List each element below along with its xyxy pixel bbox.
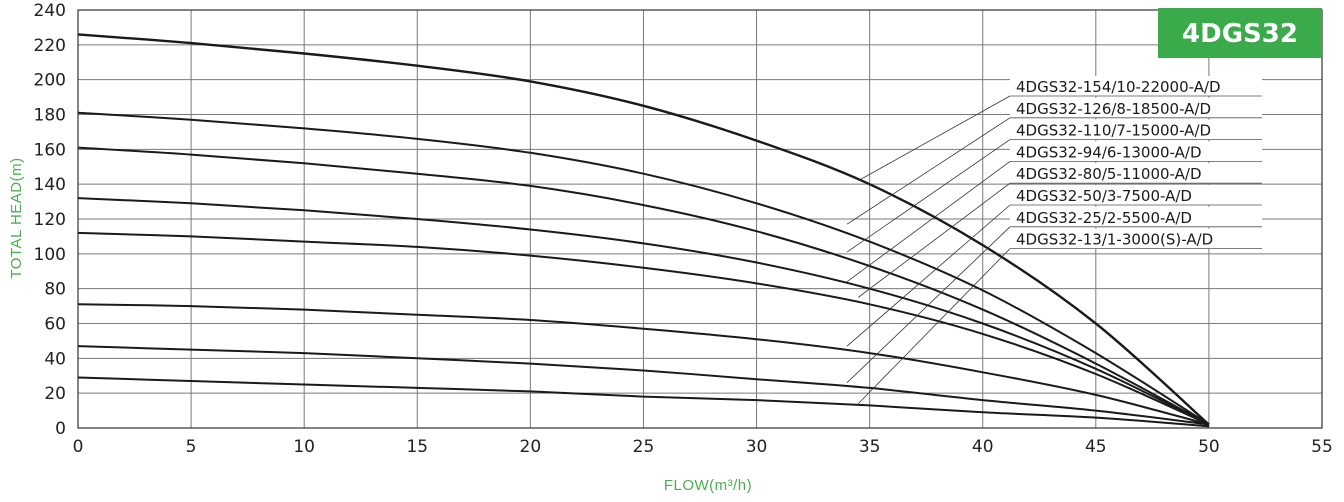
y-tick-label: 100 [34, 245, 66, 265]
x-axis-ticks: 0 5 10 15 20 25 30 35 40 45 50 55 [73, 437, 1333, 457]
legend-row-background [1010, 185, 1262, 205]
y-tick-label: 220 [34, 36, 66, 56]
x-tick-label: 10 [293, 437, 315, 457]
y-tick-label: 0 [55, 419, 66, 439]
leader-line-3 [846, 139, 1011, 253]
x-tick-label: 20 [520, 437, 542, 457]
y-tick-label: 200 [34, 71, 66, 91]
leader-line-7 [846, 226, 1011, 384]
y-tick-label: 180 [34, 106, 66, 126]
model-badge-background [1158, 8, 1322, 58]
curve-series-3 [77, 146, 1210, 426]
leader-line-6 [846, 204, 1011, 347]
curve-series-5 [77, 231, 1210, 426]
curve-series-4 [77, 197, 1210, 426]
model-badge-text: 4DGS32 [1182, 19, 1298, 49]
legend: 4DGS32-154/10-22000-A/D 4DGS32-126/8-1850… [1010, 76, 1262, 250]
x-tick-label: 35 [859, 437, 881, 457]
curve-series-8 [77, 376, 1209, 428]
curve-series-2 [77, 111, 1210, 426]
legend-label-5: 4DGS32-80/5-11000-A/D [1016, 165, 1202, 183]
legend-leader-lines [846, 95, 1011, 404]
leader-line-1 [858, 95, 1011, 182]
leader-line-4 [846, 161, 1011, 283]
x-tick-label: 40 [972, 437, 994, 457]
legend-label-2: 4DGS32-126/8-18500-A/D [1016, 100, 1211, 118]
legend-row-background [1010, 141, 1262, 162]
legend-label-4: 4DGS32-94/6-13000-A/D [1016, 143, 1202, 161]
y-tick-label: 160 [34, 140, 66, 160]
legend-label-3: 4DGS32-110/7-15000-A/D [1016, 122, 1211, 140]
y-axis-label: TOTAL HEAD(m) [8, 157, 25, 278]
x-tick-label: 15 [406, 437, 428, 457]
plot-border [77, 9, 1323, 429]
y-tick-label: 40 [44, 349, 66, 369]
x-tick-label: 0 [73, 437, 84, 457]
legend-row-background [1010, 228, 1262, 249]
y-tick-label: 240 [34, 1, 66, 21]
legend-label-7: 4DGS32-25/2-5500-A/D [1016, 209, 1192, 227]
legend-label-8: 4DGS32-13/1-3000(S)-A/D [1016, 231, 1213, 249]
legend-row-background [1010, 119, 1262, 140]
y-axis-ticks: 0 20 40 60 80 100 120 140 160 180 200 220 240 [34, 1, 66, 439]
leader-line-2 [846, 117, 1011, 225]
legend-row-background [1010, 97, 1262, 118]
leader-line-5 [858, 182, 1011, 298]
y-tick-label: 80 [44, 280, 66, 300]
x-tick-label: 45 [1085, 437, 1107, 457]
y-tick-label: 120 [34, 210, 66, 230]
legend-label-1: 4DGS32-154/10-22000-A/D [1016, 78, 1221, 96]
x-tick-label: 5 [186, 437, 197, 457]
x-tick-label: 50 [1198, 437, 1220, 457]
performance-curves [77, 33, 1210, 428]
legend-row-background [1010, 206, 1262, 227]
y-tick-label: 60 [44, 315, 66, 335]
x-tick-label: 30 [746, 437, 768, 457]
curve-series-1 [77, 33, 1210, 426]
legend-label-6: 4DGS32-50/3-7500-A/D [1016, 187, 1192, 205]
x-tick-label: 25 [633, 437, 655, 457]
x-tick-label: 55 [1311, 437, 1333, 457]
curve-series-6 [77, 303, 1210, 426]
x-axis-label: FLOW(m³/h) [664, 477, 752, 494]
y-tick-label: 140 [34, 175, 66, 195]
y-tick-label: 20 [44, 384, 66, 404]
curve-series-7 [77, 345, 1210, 426]
leader-line-8 [858, 248, 1011, 404]
legend-row-background [1010, 163, 1262, 183]
model-badge: 4DGS32 [1158, 8, 1322, 58]
legend-row-background [1010, 76, 1262, 96]
